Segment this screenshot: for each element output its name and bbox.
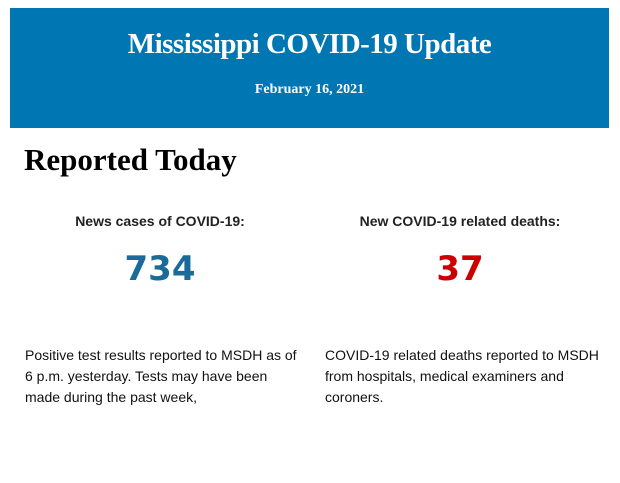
new-deaths-stat: New COVID-19 related deaths: 37: [315, 213, 605, 289]
deaths-description: COVID-19 related deaths reported to MSDH…: [325, 347, 599, 405]
header-banner: Mississippi COVID-19 Update February 16,…: [10, 8, 609, 128]
new-deaths-value: 37: [436, 249, 484, 289]
page-title: Mississippi COVID-19 Update: [127, 28, 492, 60]
new-cases-stat: News cases of COVID-19: 734: [15, 213, 305, 289]
new-cases-label: News cases of COVID-19:: [75, 213, 245, 229]
cases-description: Positive test results reported to MSDH a…: [25, 347, 297, 405]
new-cases-value: 734: [124, 249, 196, 289]
section-title: Reported Today: [24, 142, 237, 177]
report-date: February 16, 2021: [254, 82, 365, 97]
new-deaths-label: New COVID-19 related deaths:: [359, 213, 561, 229]
